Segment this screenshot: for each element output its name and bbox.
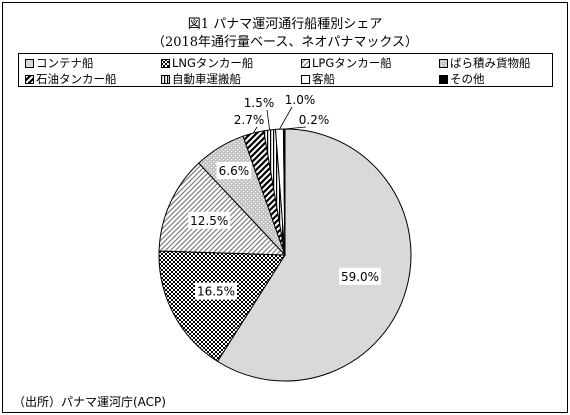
data-label-bg-container: [339, 267, 381, 285]
pie-leader-lines: [252, 106, 307, 134]
legend-swatch-lpg: [301, 58, 310, 68]
legend-swatch-container: [25, 58, 34, 68]
chart-legend: コンテナ船 LNGタンカー船 LPGタンカー船 ばら積み貨物船 石油タンカー船 …: [18, 53, 553, 87]
data-label-container: 59.0%: [341, 270, 379, 284]
pie-slice-lng: [158, 250, 286, 363]
legend-item-container: コンテナ船: [25, 55, 94, 71]
legend-label-car: 自動車運搬船: [172, 72, 241, 86]
legend-item-other: その他: [439, 71, 485, 87]
legend-swatch-car: [161, 74, 170, 84]
data-label-bg-bulk: [216, 162, 252, 179]
legend-swatch-bulk: [439, 58, 448, 68]
leader-line-passenger: [279, 106, 293, 130]
legend-swatch-lng: [161, 58, 170, 68]
legend-item-bulk: ばら積み貨物船: [439, 55, 531, 71]
pie-slice-container: [216, 128, 412, 382]
legend-label-lpg: LPGタンカー船: [312, 56, 392, 70]
pie-slice-lpg: [158, 162, 287, 256]
legend-swatch-oil: [25, 74, 34, 84]
data-label-bg-lng: [195, 282, 237, 300]
data-label-passenger: 1.0%: [285, 93, 316, 107]
legend-label-bulk: ばら積み貨物船: [450, 56, 531, 70]
source-note: （出所）パナマ運河庁(ACP): [13, 395, 166, 409]
data-label-lpg: 12.5%: [190, 214, 228, 228]
legend-item-lng: LNGタンカー船: [161, 55, 253, 71]
data-label-bg-lpg: [188, 211, 231, 229]
chart-title: 図1 パナマ運河通行船種別シェア: [187, 17, 383, 32]
legend-label-container: コンテナ船: [36, 56, 94, 70]
pie-chart: 59.0% 16.5% 12.5% 6.6% 2.7% 1.5% 1.0% 0.2%: [158, 93, 412, 382]
legend-label-oil: 石油タンカー船: [36, 72, 117, 86]
legend-item-car: 自動車運搬船: [161, 71, 241, 87]
chart-subtitle: （2018年通行量ベース、ネオパナマックス）: [151, 35, 419, 50]
pie-slices: [158, 128, 412, 382]
data-label-car: 1.5%: [244, 96, 275, 110]
legend-item-passenger: 客船: [301, 71, 335, 87]
data-label-lng: 16.5%: [197, 285, 235, 299]
legend-label-other: その他: [450, 72, 485, 86]
legend-item-oil: 石油タンカー船: [25, 71, 117, 87]
leader-line-car: [266, 109, 270, 130]
pie-data-labels: 59.0% 16.5% 12.5% 6.6% 2.7% 1.5% 1.0% 0.2%: [188, 93, 381, 300]
data-label-other: 0.2%: [299, 113, 330, 127]
legend-swatch-passenger: [301, 74, 310, 84]
data-label-bulk: 6.6%: [219, 164, 250, 178]
leader-line-other: [284, 126, 307, 130]
legend-swatch-other: [439, 74, 448, 84]
legend-label-lng: LNGタンカー船: [172, 56, 254, 70]
data-label-oil: 2.7%: [234, 113, 265, 127]
leader-line-oil: [252, 126, 258, 134]
legend-item-lpg: LPGタンカー船: [301, 55, 392, 71]
legend-label-passenger: 客船: [312, 72, 335, 86]
